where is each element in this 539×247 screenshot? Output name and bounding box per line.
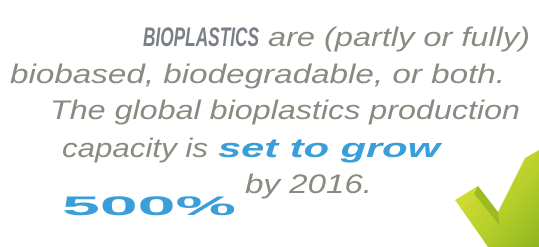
text-line: are (partly or fully) [268, 22, 530, 52]
text-line: biobased, biodegradable, or both. [10, 59, 505, 89]
big-number: 500% [62, 191, 236, 221]
page: BIOPLASTICS are (partly or fully) biobas… [0, 0, 539, 247]
infographic: BIOPLASTICS are (partly or fully) biobas… [0, 0, 539, 247]
check-icon [455, 150, 539, 247]
text-line: capacity is [62, 133, 208, 163]
text-highlight: set to grow [218, 133, 443, 163]
text-highlight: BIOPLASTICS [143, 22, 259, 52]
text-line: The global bioplastics production [50, 95, 520, 125]
text-line: by 2016. [245, 169, 372, 199]
